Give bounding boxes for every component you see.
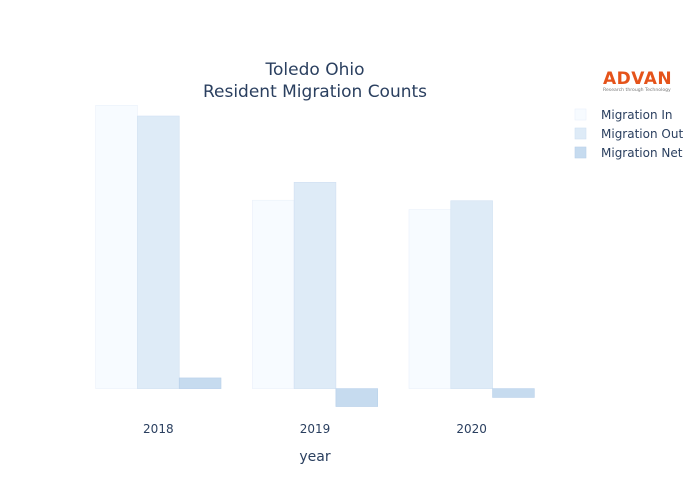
bar-migration-net-2019[interactable] — [335, 388, 378, 407]
bar-migration-in-2019[interactable] — [252, 199, 295, 389]
x-tick-label: 2019 — [300, 422, 331, 436]
x-axis-ticks: 2018 2019 2020 — [143, 422, 487, 436]
legend-swatch — [574, 146, 587, 159]
bar-migration-net-2020[interactable] — [492, 388, 535, 398]
chart-title: Toledo Ohio Resident Migration Counts — [203, 60, 427, 102]
legend-swatch — [574, 108, 587, 121]
brand-logo: ADVAN Research through Technology — [603, 69, 672, 93]
x-tick-label: 2018 — [143, 422, 174, 436]
brand-logo-text: ADVAN — [603, 69, 672, 89]
chart-title-line-1: Toledo Ohio — [265, 60, 365, 80]
plot-area — [95, 105, 535, 407]
legend-label: Migration Out — [601, 127, 683, 141]
bar-migration-out-2020[interactable] — [450, 200, 493, 389]
legend-item[interactable]: Migration In — [574, 108, 673, 122]
legend-label: Migration Net — [601, 146, 683, 160]
bar-migration-net-2018[interactable] — [178, 377, 222, 389]
x-tick-label: 2020 — [456, 422, 487, 436]
legend-item[interactable]: Migration Out — [574, 127, 683, 141]
bar-migration-in-2020[interactable] — [408, 209, 452, 389]
bar-migration-in-2018[interactable] — [95, 105, 138, 389]
legend[interactable]: Migration In Migration Out Migration Net — [574, 108, 683, 160]
legend-swatch — [574, 127, 587, 140]
legend-item[interactable]: Migration Net — [574, 146, 683, 160]
x-axis-title: year — [299, 449, 330, 465]
legend-label: Migration In — [601, 108, 673, 122]
brand-tagline: Research through Technology — [603, 87, 671, 93]
bar-migration-out-2019[interactable] — [293, 182, 337, 389]
chart-title-line-2: Resident Migration Counts — [203, 82, 427, 102]
bar-migration-out-2018[interactable] — [137, 115, 180, 389]
